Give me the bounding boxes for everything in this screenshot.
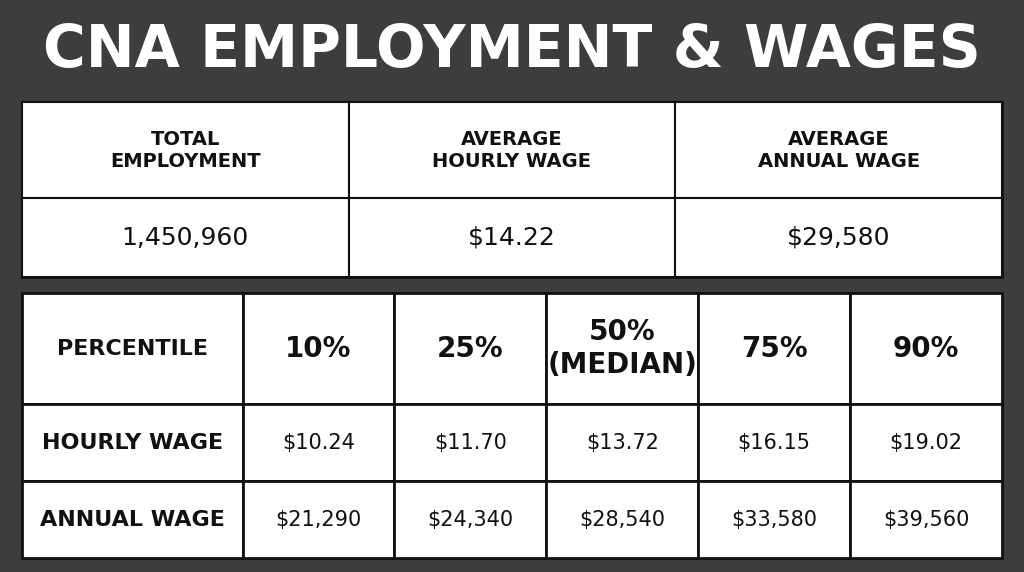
Bar	[22, 404, 243, 481]
Text: $11.70: $11.70	[434, 433, 507, 452]
Text: 25%: 25%	[437, 335, 504, 363]
Bar	[850, 404, 1002, 481]
Text: $19.02: $19.02	[890, 433, 963, 452]
Bar	[394, 293, 546, 404]
Text: CNA EMPLOYMENT & WAGES: CNA EMPLOYMENT & WAGES	[43, 22, 981, 78]
Bar	[348, 198, 676, 277]
Text: $13.72: $13.72	[586, 433, 658, 452]
Bar	[546, 293, 698, 404]
Text: $33,580: $33,580	[731, 510, 817, 530]
Bar	[698, 481, 850, 558]
Bar	[676, 198, 1002, 277]
Text: 75%: 75%	[740, 335, 808, 363]
Bar	[850, 293, 1002, 404]
Text: AVERAGE
ANNUAL WAGE: AVERAGE ANNUAL WAGE	[758, 130, 920, 170]
Text: $14.22: $14.22	[468, 225, 556, 249]
Text: AVERAGE
HOURLY WAGE: AVERAGE HOURLY WAGE	[432, 130, 592, 170]
Text: $10.24: $10.24	[282, 433, 355, 452]
Bar	[850, 481, 1002, 558]
Bar	[698, 404, 850, 481]
Bar	[348, 102, 676, 198]
Text: 90%: 90%	[893, 335, 959, 363]
Text: 50%
(MEDIAN): 50% (MEDIAN)	[547, 319, 697, 379]
Bar	[22, 8, 1002, 92]
Text: 10%: 10%	[286, 335, 351, 363]
Bar	[394, 404, 546, 481]
Bar	[243, 293, 394, 404]
Bar	[22, 102, 1002, 277]
Text: $21,290: $21,290	[275, 510, 361, 530]
Text: $29,580: $29,580	[786, 225, 891, 249]
Text: $24,340: $24,340	[427, 510, 513, 530]
Text: PERCENTILE: PERCENTILE	[56, 339, 208, 359]
Text: 1,450,960: 1,450,960	[122, 225, 249, 249]
Bar	[698, 293, 850, 404]
Text: $28,540: $28,540	[580, 510, 666, 530]
Bar	[676, 102, 1002, 198]
Bar	[546, 481, 698, 558]
Text: TOTAL
EMPLOYMENT: TOTAL EMPLOYMENT	[110, 130, 261, 170]
Bar	[22, 481, 243, 558]
Bar	[546, 404, 698, 481]
Text: $39,560: $39,560	[883, 510, 970, 530]
Bar	[394, 481, 546, 558]
Text: $16.15: $16.15	[737, 433, 811, 452]
Bar	[243, 481, 394, 558]
Bar	[22, 102, 348, 198]
Bar	[243, 404, 394, 481]
Bar	[22, 293, 243, 404]
Text: HOURLY WAGE: HOURLY WAGE	[42, 433, 223, 452]
Bar	[22, 198, 348, 277]
Text: ANNUAL WAGE: ANNUAL WAGE	[40, 510, 224, 530]
